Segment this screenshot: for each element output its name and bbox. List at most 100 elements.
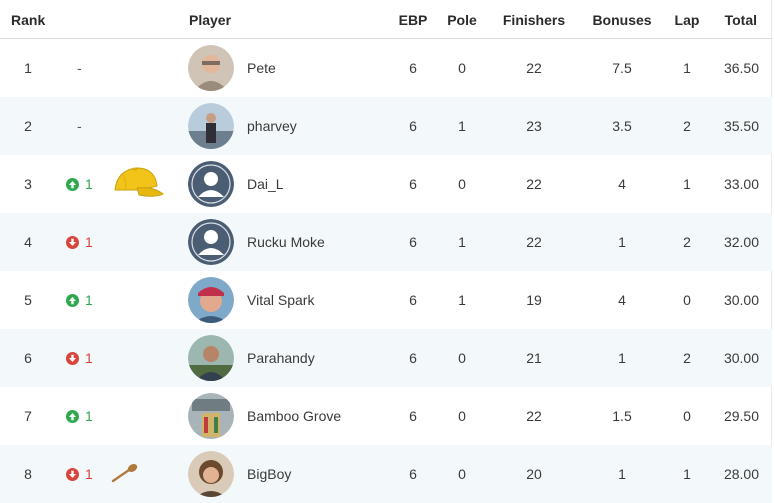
player-avatar[interactable] xyxy=(188,103,234,149)
bonuses-value: 3.5 xyxy=(612,118,632,134)
rank-change: 1 xyxy=(66,466,93,482)
player-name[interactable]: Parahandy xyxy=(247,350,315,366)
wooden-spoon-icon xyxy=(111,464,138,483)
rank-value: 3 xyxy=(24,176,32,192)
lap-value: 1 xyxy=(683,466,691,482)
bonuses-value: 1 xyxy=(618,234,626,250)
rank-value: 1 xyxy=(24,60,32,76)
finishers-value: 22 xyxy=(526,176,542,192)
table-header: Rank Player EBP Pole Finishers Bonuses L… xyxy=(0,0,772,39)
finishers-value: 22 xyxy=(526,234,542,250)
player-name[interactable]: Dai_L xyxy=(247,176,284,192)
rank-change-none: - xyxy=(77,118,82,134)
bonuses-value: 4 xyxy=(618,176,626,192)
player-avatar[interactable] xyxy=(188,451,234,497)
ebp-value: 6 xyxy=(409,466,417,482)
bonuses-value: 7.5 xyxy=(612,60,632,76)
lap-value: 2 xyxy=(683,118,691,134)
total-value: 29.50 xyxy=(723,408,759,424)
ebp-value: 6 xyxy=(409,292,417,308)
rank-value: 7 xyxy=(24,408,32,424)
bonuses-value: 1 xyxy=(618,466,626,482)
finishers-value: 19 xyxy=(526,292,542,308)
total-value: 30.00 xyxy=(723,292,759,308)
arrow-up-circle-icon xyxy=(66,293,79,307)
player-name[interactable]: Pete xyxy=(247,60,276,76)
default-avatar-icon[interactable] xyxy=(188,161,234,207)
ebp-value: 6 xyxy=(409,60,417,76)
lap-value: 1 xyxy=(683,176,691,192)
bonuses-value: 1.5 xyxy=(612,408,632,424)
header-total[interactable]: Total xyxy=(724,12,757,28)
table-row[interactable]: 5 1 Vital Spark 6 1 19 4 0 30.00 xyxy=(0,271,772,329)
finishers-value: 22 xyxy=(526,408,542,424)
pole-value: 0 xyxy=(458,176,466,192)
rank-value: 4 xyxy=(24,234,32,250)
player-name[interactable]: Bamboo Grove xyxy=(247,408,342,424)
player-avatar[interactable] xyxy=(188,393,234,439)
header-bonuses[interactable]: Bonuses xyxy=(592,12,652,28)
rank-change-value: 1 xyxy=(85,350,93,366)
lap-value: 0 xyxy=(683,408,691,424)
player-avatar[interactable] xyxy=(188,45,234,91)
default-avatar-icon[interactable] xyxy=(188,219,234,265)
pole-value: 0 xyxy=(458,466,466,482)
rank-change-value: 1 xyxy=(85,176,93,192)
finishers-value: 22 xyxy=(526,60,542,76)
lap-value: 2 xyxy=(683,350,691,366)
finishers-value: 20 xyxy=(526,466,542,482)
rank-value: 8 xyxy=(24,466,32,482)
rank-change: 1 xyxy=(66,292,93,308)
table-row[interactable]: 8 1 BigBoy 6 0 20 1 1 28.00 xyxy=(0,445,772,503)
player-avatar[interactable] xyxy=(188,277,234,323)
player-name[interactable]: BigBoy xyxy=(247,466,292,482)
lap-value: 1 xyxy=(683,60,691,76)
finishers-value: 21 xyxy=(526,350,542,366)
total-value: 35.50 xyxy=(723,118,759,134)
total-value: 28.00 xyxy=(723,466,759,482)
rank-change-value: 1 xyxy=(85,234,93,250)
pole-value: 0 xyxy=(458,60,466,76)
pole-value: 0 xyxy=(458,350,466,366)
header-player[interactable]: Player xyxy=(189,12,232,28)
player-name[interactable]: Rucku Moke xyxy=(247,234,325,250)
table-row[interactable]: 4 1 Rucku Moke 6 1 22 1 2 32.00 xyxy=(0,213,772,271)
rank-change: 1 xyxy=(66,176,93,192)
header-lap[interactable]: Lap xyxy=(674,12,700,28)
table-row[interactable]: 6 1 Parahandy 6 0 21 1 2 30.00 xyxy=(0,329,772,387)
table-row[interactable]: 3 1 Dai_L 6 0 22 4 1 33.00 xyxy=(0,155,772,213)
rank-value: 2 xyxy=(24,118,32,134)
table-row[interactable]: 7 1 Bamboo Grove 6 0 22 1.5 0 29.50 xyxy=(0,387,772,445)
pole-value: 0 xyxy=(458,408,466,424)
bonuses-value: 4 xyxy=(618,292,626,308)
player-avatar[interactable] xyxy=(188,335,234,381)
lap-value: 0 xyxy=(683,292,691,308)
table-row[interactable]: 2 - pharvey 6 1 23 3.5 2 35.50 xyxy=(0,97,772,155)
arrow-down-circle-icon xyxy=(66,351,79,365)
ebp-value: 6 xyxy=(409,408,417,424)
header-ebp[interactable]: EBP xyxy=(398,12,428,28)
arrow-up-circle-icon xyxy=(66,177,79,191)
rank-value: 5 xyxy=(24,292,32,308)
ebp-value: 6 xyxy=(409,118,417,134)
total-value: 30.00 xyxy=(723,350,759,366)
rank-change-value: 1 xyxy=(85,292,93,308)
rank-change: 1 xyxy=(66,408,93,424)
header-pole[interactable]: Pole xyxy=(447,12,477,28)
rank-change-value: 1 xyxy=(85,408,93,424)
ebp-value: 6 xyxy=(409,350,417,366)
yellow-cap-icon xyxy=(114,167,164,197)
arrow-down-circle-icon xyxy=(66,235,79,249)
arrow-down-circle-icon xyxy=(66,467,79,481)
total-value: 36.50 xyxy=(723,60,759,76)
rank-change-value: 1 xyxy=(85,466,93,482)
header-finishers[interactable]: Finishers xyxy=(502,12,566,28)
header-rank[interactable]: Rank xyxy=(11,12,46,28)
rank-value: 6 xyxy=(24,350,32,366)
table-row[interactable]: 1 - Pete 6 0 22 7.5 1 36.50 xyxy=(0,39,772,97)
arrow-up-circle-icon xyxy=(66,409,79,423)
ebp-value: 6 xyxy=(409,234,417,250)
player-name[interactable]: Vital Spark xyxy=(247,292,315,308)
player-name[interactable]: pharvey xyxy=(247,118,297,134)
